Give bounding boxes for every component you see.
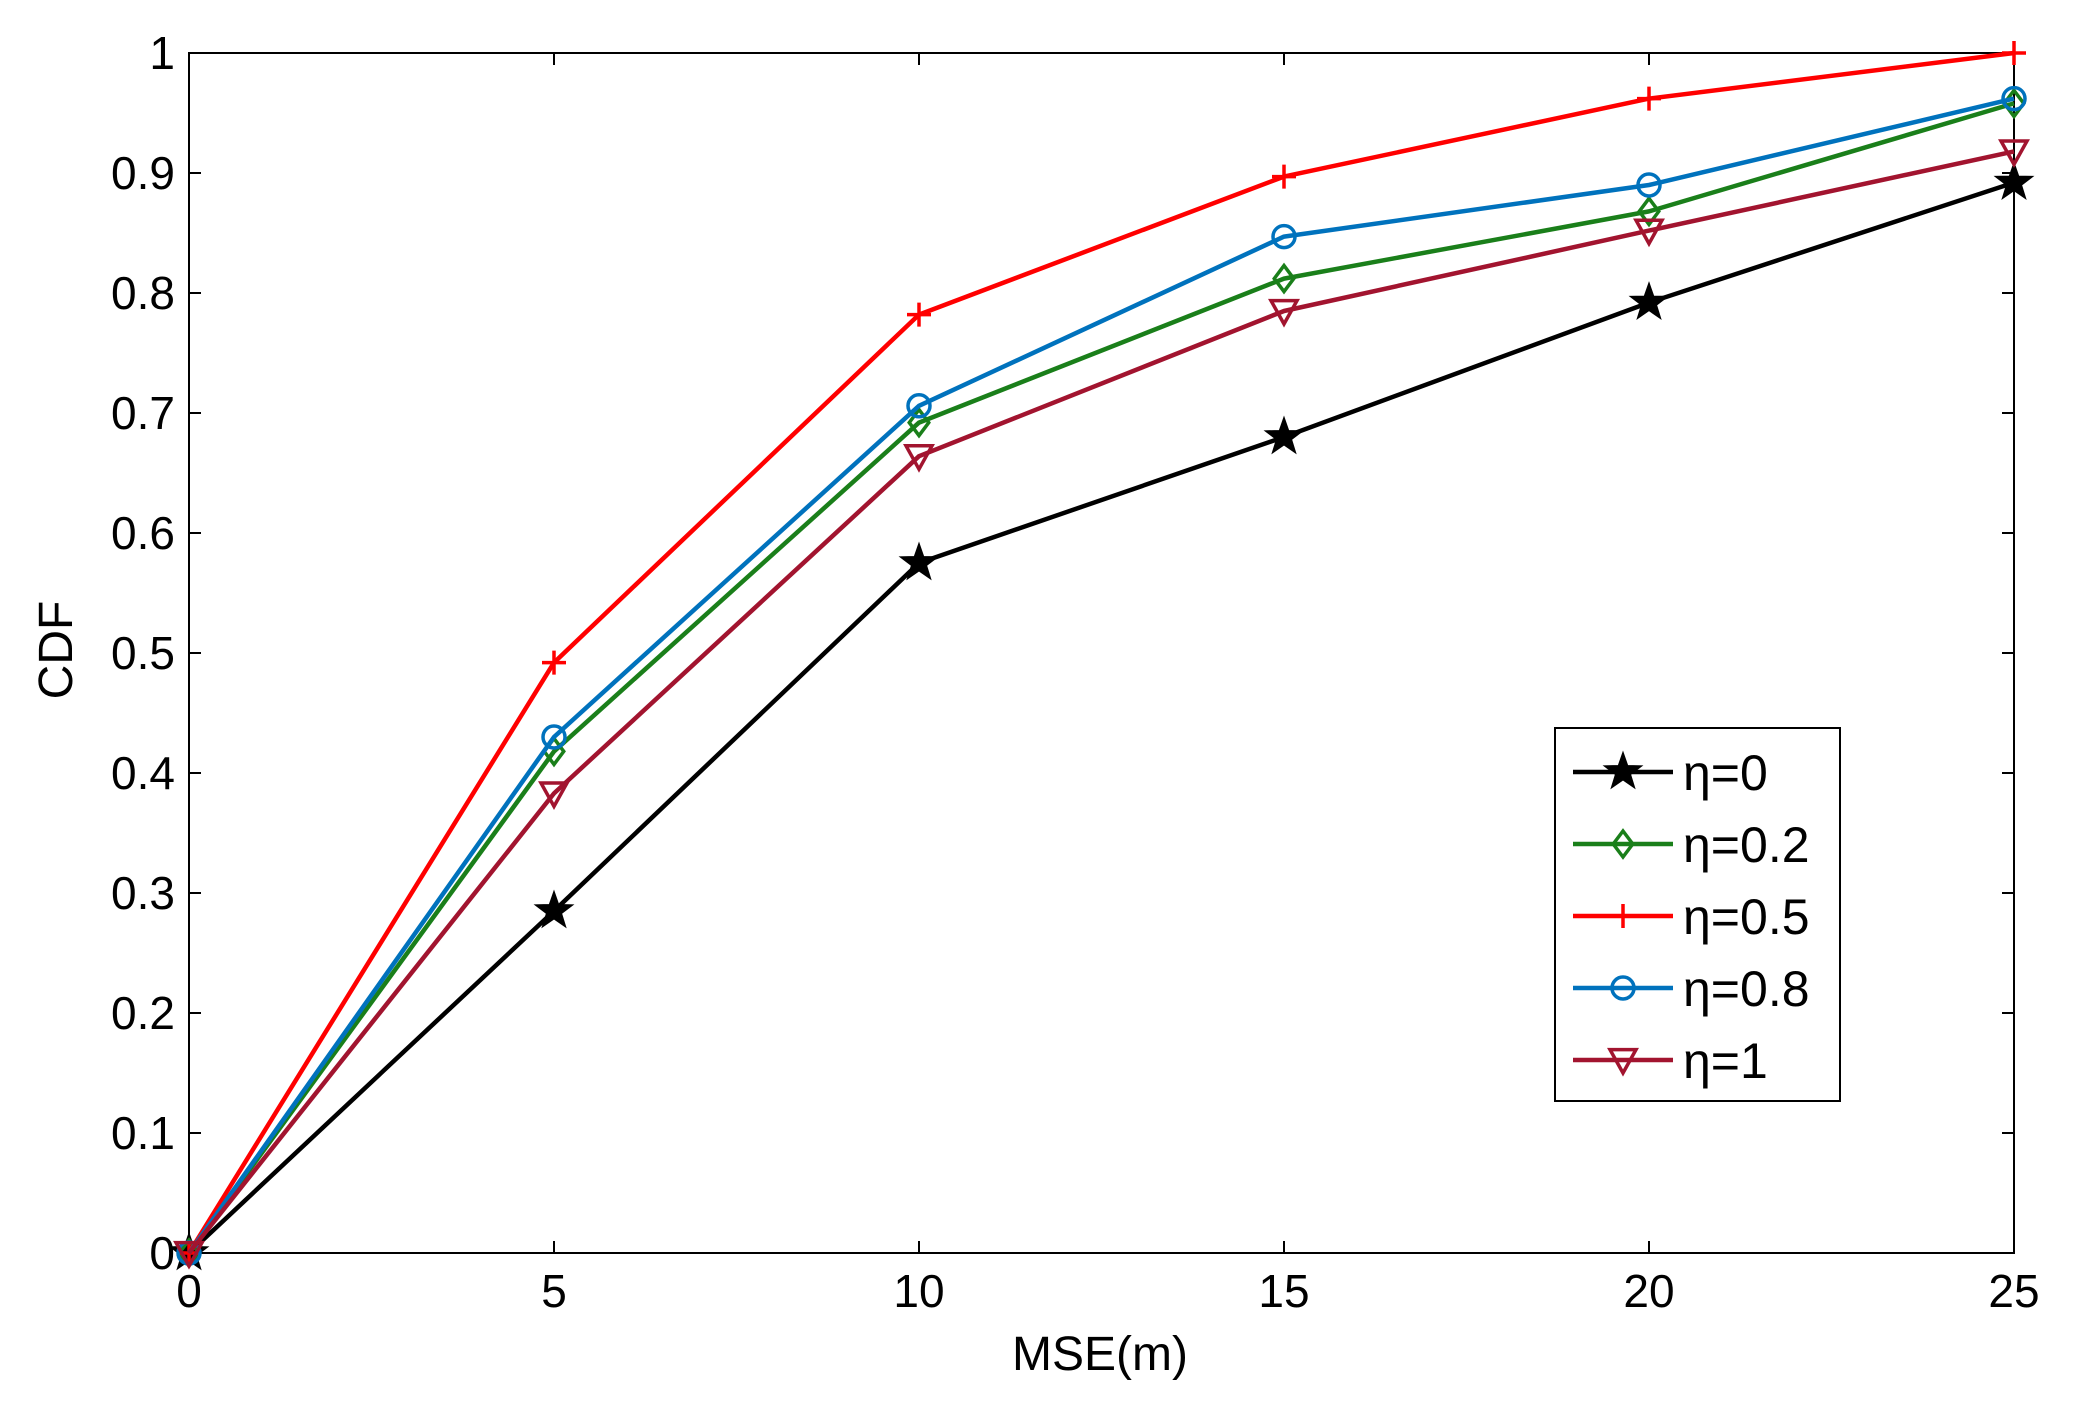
series-line-0 [187, 180, 2015, 1255]
legend: η=0 η=0.2 η=0.5 η=0.8 η=1 [1554, 727, 1841, 1102]
y-tick-label-4: 0.4 [111, 747, 175, 799]
y-tick-label-9: 0.9 [111, 147, 175, 199]
series-0-point-4 [1628, 281, 1670, 321]
series-line-4 [187, 149, 2015, 1255]
legend-marker-3 [1610, 975, 1636, 1001]
series-0-point-3 [1263, 415, 1305, 455]
x-tick-label-1: 5 [541, 1265, 567, 1317]
y-tick-label-10: 1 [149, 27, 175, 79]
legend-marker-4 [1607, 1047, 1639, 1077]
series-2-point-4 [1637, 86, 1661, 111]
legend-label-4: η=1 [1683, 1033, 1768, 1089]
legend-marker-2 [1611, 904, 1635, 928]
series-4-point-1 [538, 781, 570, 811]
legend-label-2: η=0.5 [1683, 889, 1810, 945]
y-tick-label-0: 0 [149, 1227, 175, 1279]
x-tick-label-5: 25 [1988, 1265, 2039, 1317]
legend-marker-1 [1611, 828, 1635, 860]
series-2-point-2 [907, 302, 931, 327]
series-2-point-3 [1272, 164, 1296, 189]
y-tick-label-5: 0.5 [111, 627, 175, 679]
series-line-2 [187, 50, 2015, 1255]
plot-area: 0 5 10 15 20 25 0 0.1 0.2 0.3 0.4 0.5 0.6 0.7 0.8 0.9 1 η… [111, 27, 2040, 1317]
legend-marker-0 [1602, 750, 1644, 790]
series-0-point-2 [898, 541, 940, 581]
y-tick-label-1: 0.1 [111, 1107, 175, 1159]
series-2-point-5 [2002, 41, 2026, 65]
x-tick-label-4: 20 [1623, 1265, 1674, 1317]
series-0-point-5 [1993, 161, 2035, 201]
y-tick-label-3: 0.3 [111, 867, 175, 919]
series-3-point-2 [906, 393, 932, 419]
x-tick-label-3: 15 [1258, 1265, 1309, 1317]
y-tick-label-2: 0.2 [111, 987, 175, 1039]
x-tick-label-2: 10 [893, 1265, 944, 1317]
series-4-point-5 [1998, 139, 2030, 169]
legend-label-0: η=0 [1683, 745, 1768, 801]
series-3-point-1 [541, 724, 567, 750]
y-axis-label: CDF [30, 601, 83, 700]
series-4-point-2 [903, 444, 935, 473]
series-1-point-2 [907, 406, 931, 439]
series-2-point-1 [542, 650, 566, 675]
series-4-point-0 [173, 1240, 205, 1270]
x-axis-label: MSE(m) [1012, 1328, 1188, 1381]
series-line-3 [187, 96, 2015, 1255]
legend-label-3: η=0.8 [1683, 961, 1810, 1017]
series-4-point-4 [1633, 218, 1665, 248]
y-tick-label-8: 0.8 [111, 267, 175, 319]
legend-label-1: η=0.2 [1683, 817, 1810, 873]
y-tick-label-6: 0.6 [111, 507, 175, 559]
series-0 [168, 161, 2035, 1271]
x-tick-label-0: 0 [176, 1265, 202, 1317]
y-tick-label-7: 0.7 [111, 387, 175, 439]
series-0-point-1 [533, 889, 575, 929]
series-1-point-4 [1637, 195, 1661, 228]
series-line-1 [187, 101, 2015, 1255]
series-3-point-4 [1636, 172, 1662, 198]
series-4-point-3 [1268, 298, 1300, 328]
series-3-point-5 [2001, 85, 2027, 112]
series-4 [173, 139, 2030, 1270]
series-3-point-3 [1271, 223, 1297, 250]
series-1-point-3 [1272, 262, 1296, 295]
